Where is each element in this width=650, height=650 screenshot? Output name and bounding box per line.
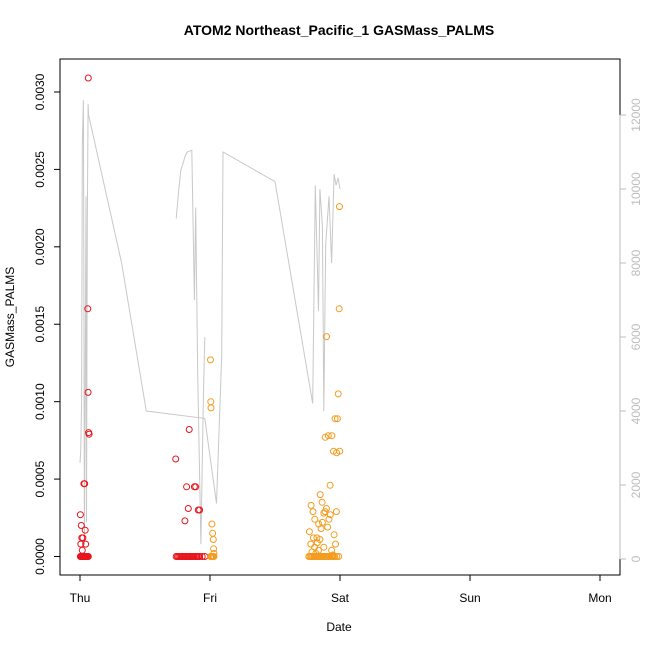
data-point <box>196 553 204 560</box>
altitude-line-layer <box>79 100 341 545</box>
data-point <box>325 515 333 523</box>
data-point <box>84 305 92 313</box>
data-point <box>209 536 217 543</box>
y-right-tick-label: 12000 <box>629 98 643 132</box>
y-right-tick-label: 0 <box>629 555 643 562</box>
data-point <box>333 553 341 560</box>
data-point <box>184 505 192 512</box>
data-point <box>318 518 326 526</box>
y-right-tick-label: 8000 <box>629 249 643 276</box>
data-point <box>326 511 334 519</box>
data-point <box>333 415 341 423</box>
data-point <box>321 508 329 516</box>
data-point <box>196 506 204 514</box>
data-points-layer <box>76 74 344 560</box>
data-point <box>76 511 84 519</box>
y-tick-label: 0.0020 <box>33 228 47 265</box>
data-point <box>309 508 317 516</box>
data-point <box>313 534 321 542</box>
y-tick-label: 0.0015 <box>33 306 47 343</box>
data-point <box>208 520 216 528</box>
data-point <box>336 447 344 455</box>
y-axis: 0.0000 0.0005 0.0010 0.0015 0.0020 0.0025 0.00… <box>33 73 61 575</box>
data-point <box>210 553 218 560</box>
data-point <box>183 483 191 491</box>
y-axis-right: 0 2000 4000 6000 8000 10000 12000 <box>619 98 643 562</box>
x-tick-label: Thu <box>70 591 91 605</box>
data-point <box>305 528 313 536</box>
data-point <box>328 546 336 554</box>
data-point <box>332 508 340 516</box>
data-point <box>79 534 87 542</box>
y-tick-label: 0.0025 <box>33 151 47 188</box>
y-right-tick-label: 10000 <box>629 172 643 206</box>
data-point <box>207 398 215 406</box>
plot-box <box>59 58 621 576</box>
data-point <box>307 501 315 509</box>
data-point <box>328 432 336 440</box>
data-point <box>192 483 200 491</box>
data-point <box>172 455 180 463</box>
data-point <box>331 553 339 560</box>
data-point <box>181 517 189 525</box>
data-point <box>323 333 330 341</box>
x-tick-label: Mon <box>588 591 611 605</box>
data-point <box>84 74 92 82</box>
data-point <box>336 203 343 211</box>
data-point <box>311 515 319 523</box>
data-point <box>210 549 218 557</box>
chart-title: ATOM2 Northeast_Pacific_1 GASMass_PALMS <box>184 22 494 38</box>
x-tick-label: Fri <box>203 591 217 605</box>
data-point <box>315 520 323 528</box>
data-point <box>85 430 93 438</box>
data-point <box>318 498 326 506</box>
data-point <box>316 491 324 499</box>
x-axis-label: Date <box>326 620 352 634</box>
data-point <box>209 529 217 537</box>
y-axis-label: GASMass_PALMS <box>3 267 17 367</box>
data-point <box>78 546 86 554</box>
data-point <box>82 540 90 548</box>
data-point <box>326 481 334 489</box>
y-tick-label: 0.0005 <box>33 460 47 497</box>
data-point <box>84 388 92 396</box>
data-point <box>83 553 90 560</box>
y-right-tick-label: 6000 <box>629 323 643 350</box>
data-point <box>324 523 332 531</box>
y-right-tick-label: 4000 <box>629 397 643 424</box>
data-point <box>324 432 332 440</box>
data-point <box>330 531 338 539</box>
data-point <box>332 540 339 548</box>
data-point <box>315 546 322 554</box>
data-point <box>207 356 214 364</box>
data-point <box>307 540 315 548</box>
data-point <box>198 553 206 560</box>
data-point <box>81 480 89 488</box>
x-axis: Thu Fri Sat Sun Mon <box>70 574 612 605</box>
y-tick-label: 0.0030 <box>33 73 47 110</box>
data-point <box>210 545 218 553</box>
data-point <box>320 509 328 517</box>
data-point <box>331 415 339 423</box>
data-point <box>309 534 317 542</box>
y-right-tick-label: 2000 <box>629 471 643 498</box>
y-tick-label: 0.0000 <box>33 538 47 575</box>
x-tick-label: Sun <box>459 591 480 605</box>
data-point <box>185 426 193 433</box>
data-point <box>81 526 89 534</box>
data-point <box>207 404 215 412</box>
y-tick-label: 0.0010 <box>33 383 47 420</box>
data-point <box>329 551 337 559</box>
data-point <box>77 522 85 529</box>
x-tick-label: Sat <box>331 591 350 605</box>
altitude-line-segment <box>175 149 206 545</box>
altitude-line-segment <box>79 100 341 545</box>
data-point <box>334 390 342 398</box>
data-point <box>320 543 328 551</box>
data-point <box>335 305 343 313</box>
